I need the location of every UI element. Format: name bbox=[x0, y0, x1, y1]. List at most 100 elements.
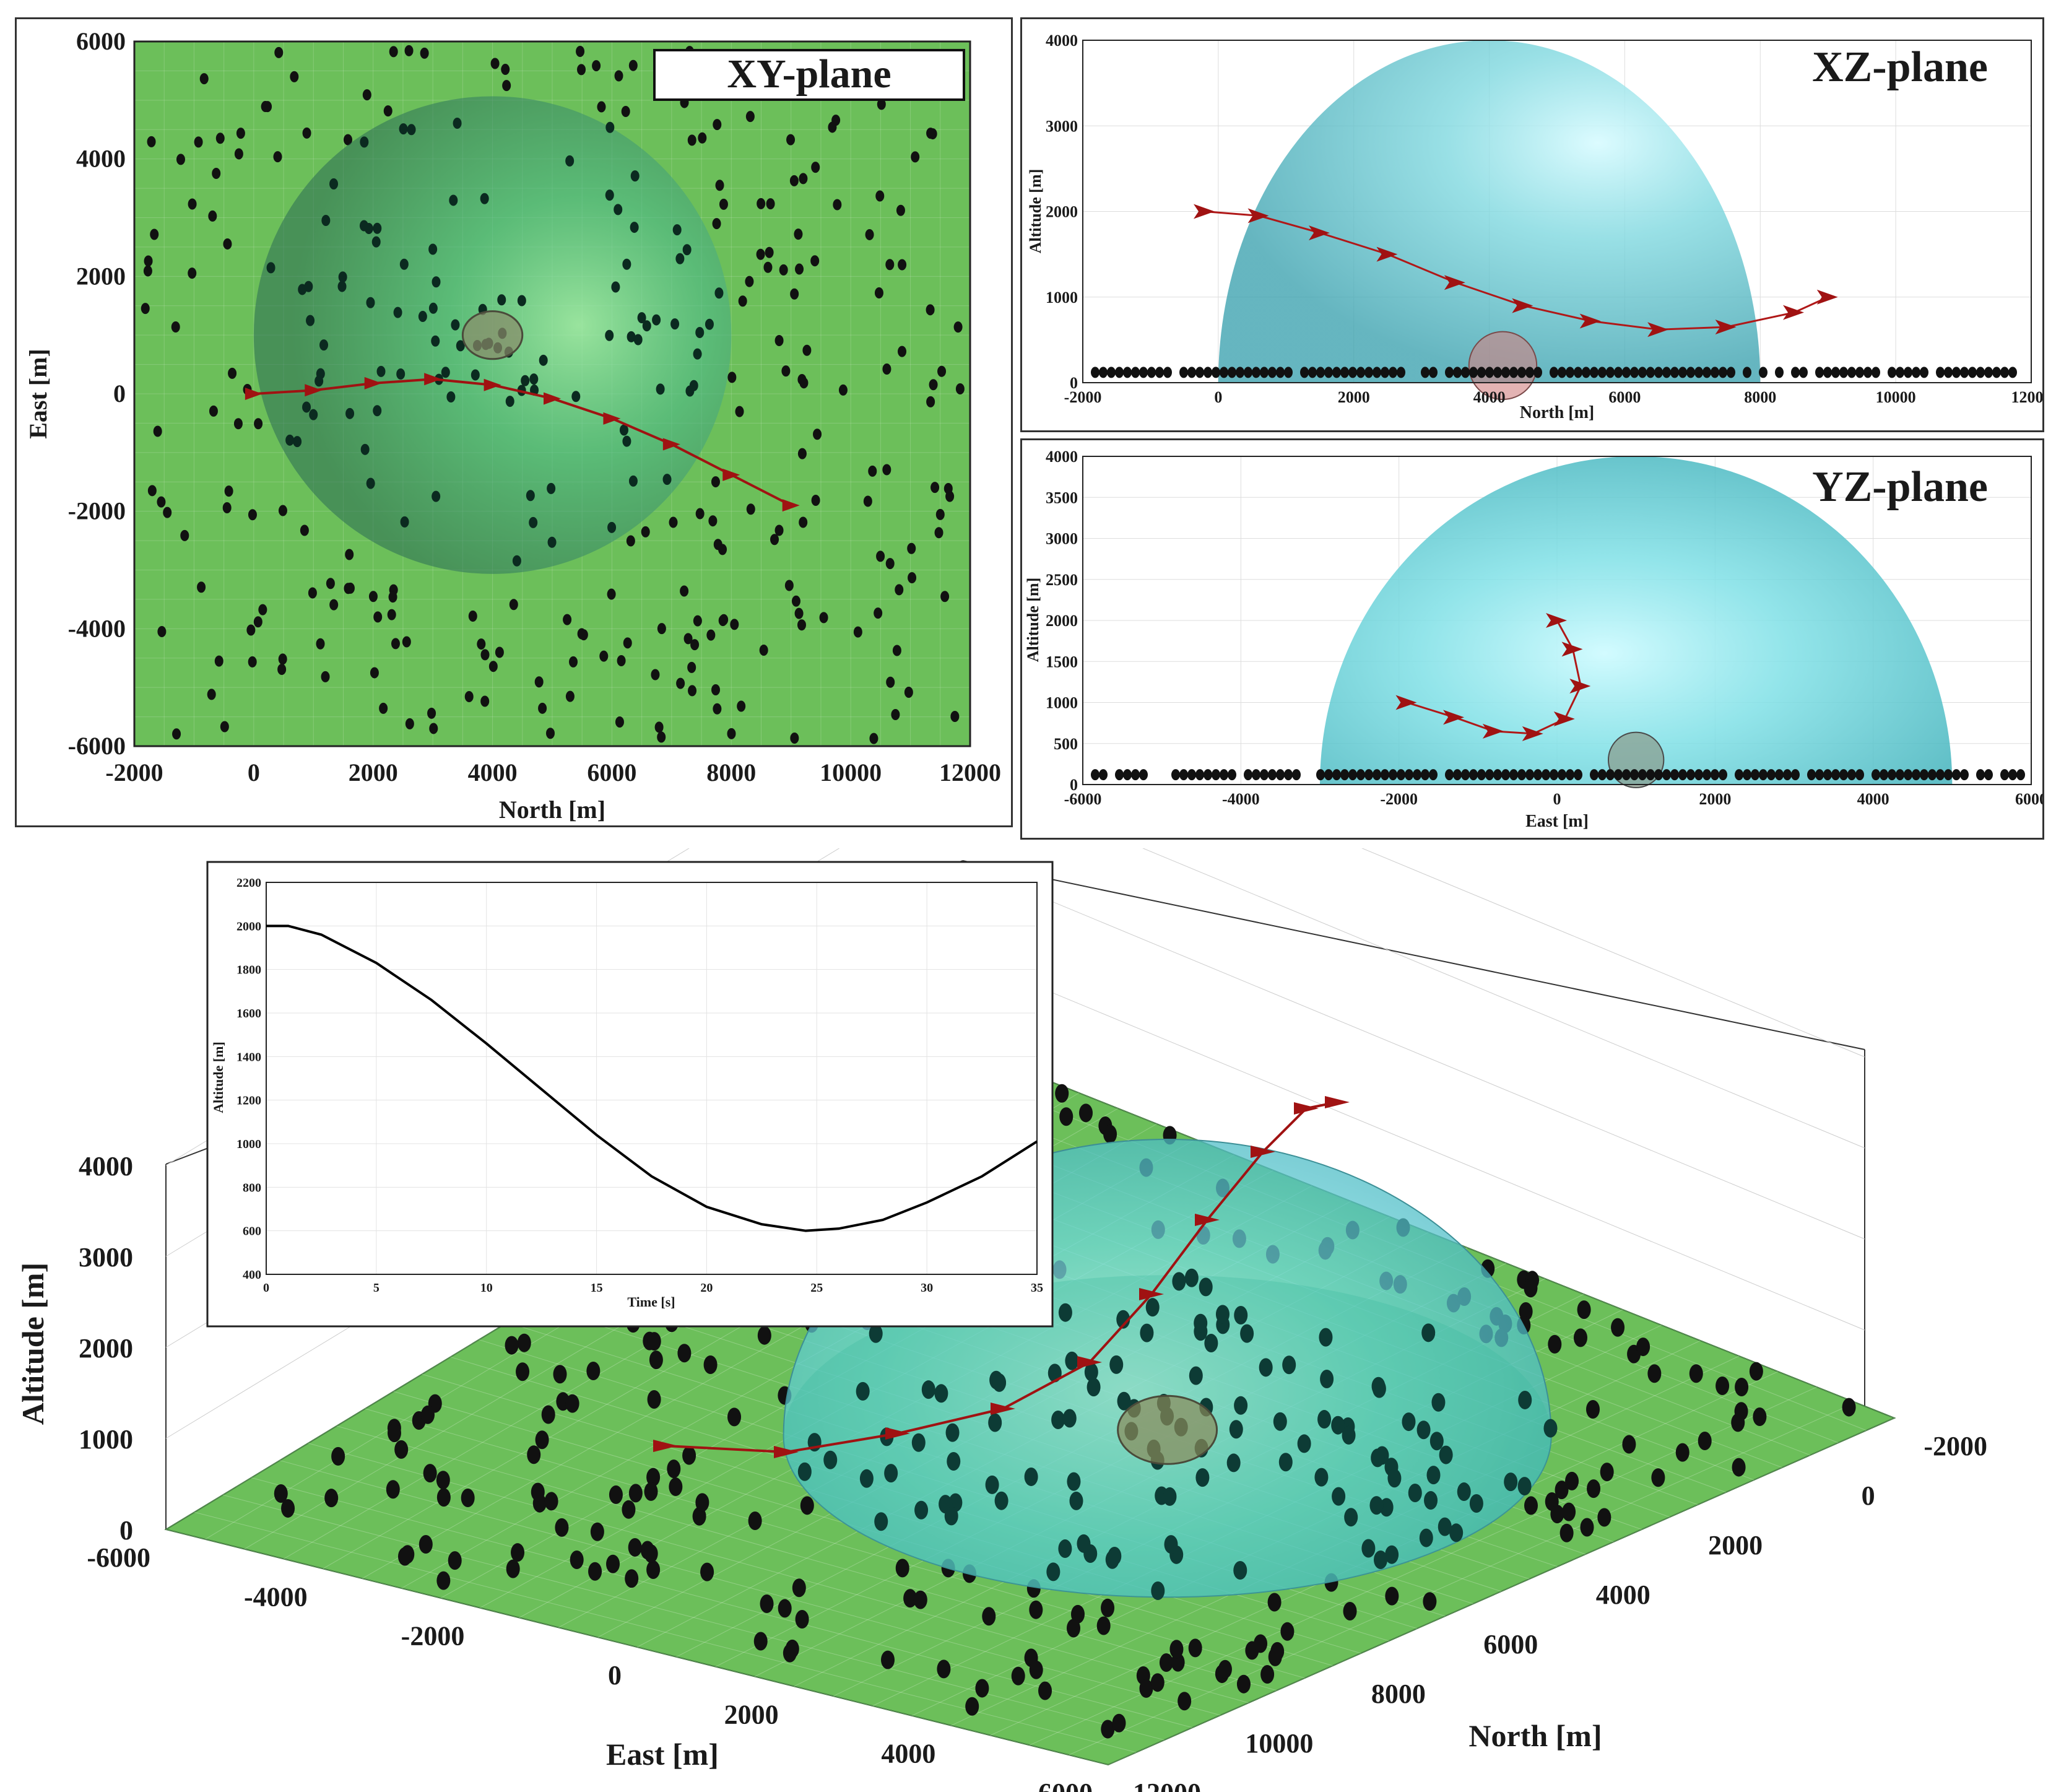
tree-marker bbox=[278, 653, 287, 665]
tree-marker bbox=[1416, 1420, 1431, 1440]
tree-marker bbox=[911, 151, 920, 163]
tree-marker bbox=[934, 1384, 948, 1403]
tree-marker bbox=[623, 637, 632, 649]
tree-marker bbox=[770, 534, 779, 546]
tree-marker bbox=[1872, 367, 1880, 378]
tree-marker bbox=[695, 508, 705, 520]
trajectory-marker bbox=[364, 376, 382, 389]
three-d-target bbox=[1117, 1394, 1218, 1465]
tree-marker bbox=[1759, 769, 1768, 781]
tree-marker bbox=[727, 372, 737, 383]
tree-marker bbox=[1228, 769, 1236, 781]
tree-marker bbox=[547, 536, 557, 548]
tree-marker bbox=[1839, 769, 1848, 781]
tree-marker bbox=[1297, 1434, 1311, 1453]
tree-marker bbox=[212, 167, 221, 179]
tree-marker bbox=[565, 155, 575, 167]
tree-marker bbox=[1759, 367, 1768, 378]
tree-marker bbox=[675, 253, 685, 264]
tree-marker bbox=[652, 314, 661, 326]
tree-marker bbox=[1195, 367, 1204, 378]
tree-marker bbox=[795, 263, 804, 275]
tree-marker bbox=[1369, 1496, 1384, 1515]
tree-marker bbox=[792, 1578, 806, 1598]
tree-marker bbox=[1888, 367, 1896, 378]
tree-marker bbox=[388, 1424, 402, 1443]
tree-marker bbox=[526, 490, 535, 502]
tree-marker bbox=[388, 591, 397, 603]
inset-y-tick-label: 800 bbox=[243, 1181, 261, 1194]
tree-marker bbox=[362, 89, 371, 101]
inset-y-tick-label: 1600 bbox=[236, 1007, 261, 1020]
tree-marker bbox=[1485, 769, 1494, 781]
tree-marker bbox=[1485, 367, 1494, 378]
tree-marker bbox=[1385, 1586, 1399, 1606]
tree-marker bbox=[253, 616, 262, 628]
tree-marker bbox=[876, 550, 885, 562]
tree-marker bbox=[180, 529, 189, 541]
tree-marker bbox=[1831, 769, 1840, 781]
x-tick-label: 8000 bbox=[1744, 388, 1776, 406]
tree-marker bbox=[911, 1433, 926, 1452]
tree-marker bbox=[293, 436, 302, 448]
tree-marker bbox=[1361, 1539, 1376, 1558]
tree-marker bbox=[705, 318, 714, 330]
trajectory-marker bbox=[782, 499, 800, 512]
tree-marker bbox=[654, 721, 664, 733]
tree-marker bbox=[1101, 1720, 1115, 1739]
tree-marker bbox=[1555, 1481, 1569, 1500]
inset-x-tick-label: 30 bbox=[921, 1281, 933, 1295]
tree-marker bbox=[1438, 1517, 1452, 1536]
tree-marker bbox=[1453, 367, 1462, 378]
yz-x-ticks: -6000 -4000 -2000 0 2000 4000 6000 bbox=[1064, 790, 2042, 808]
tree-marker bbox=[1117, 1391, 1131, 1411]
east-tick-label: -4000 bbox=[244, 1581, 308, 1612]
tree-marker bbox=[1278, 1453, 1293, 1472]
tree-marker bbox=[1662, 367, 1671, 378]
tree-marker bbox=[1342, 1425, 1356, 1445]
trajectory-marker bbox=[1294, 1102, 1319, 1115]
tree-marker bbox=[1735, 1378, 1749, 1397]
tree-marker bbox=[565, 690, 575, 702]
tree-marker bbox=[456, 340, 465, 352]
tree-marker bbox=[324, 1489, 339, 1508]
y-tick-label: 4000 bbox=[1046, 32, 1078, 50]
trajectory-marker bbox=[1376, 246, 1398, 262]
tree-marker bbox=[669, 516, 678, 528]
tree-marker bbox=[304, 281, 313, 292]
tree-marker bbox=[1131, 769, 1140, 781]
tree-marker bbox=[488, 661, 498, 672]
tree-marker bbox=[1260, 769, 1269, 781]
three-d-panel: 4000 3000 2000 1000 0 -6000 -4000 -2000 0 2000 40… bbox=[0, 848, 2056, 1792]
tree-marker bbox=[1872, 769, 1880, 781]
tree-marker bbox=[404, 45, 414, 56]
three-d-east-ticks: -6000 -4000 -2000 0 2000 4000 6000 bbox=[87, 1542, 1093, 1792]
tree-marker bbox=[1559, 1523, 1574, 1542]
tree-marker bbox=[719, 614, 729, 625]
tree-marker bbox=[1252, 769, 1260, 781]
tree-marker bbox=[197, 581, 206, 593]
tree-marker bbox=[1169, 1640, 1184, 1659]
tree-marker bbox=[1103, 1124, 1117, 1144]
tree-marker bbox=[446, 391, 456, 403]
tree-marker bbox=[921, 1380, 935, 1399]
tree-marker bbox=[527, 1445, 541, 1464]
tree-marker bbox=[1670, 769, 1679, 781]
tree-marker bbox=[886, 676, 895, 688]
tree-marker bbox=[234, 148, 243, 160]
tree-marker bbox=[1469, 1494, 1483, 1513]
trajectory-marker bbox=[1444, 275, 1465, 290]
three-d-north-ticks: -2000 0 2000 4000 6000 8000 10000 12000 bbox=[1133, 1431, 1987, 1792]
tree-marker bbox=[926, 128, 935, 139]
tree-marker bbox=[779, 264, 788, 276]
tree-marker bbox=[163, 507, 172, 518]
tree-marker bbox=[713, 119, 722, 131]
tree-marker bbox=[143, 265, 152, 277]
x-tick-label: 6000 bbox=[2015, 790, 2042, 808]
tree-marker bbox=[1195, 1468, 1210, 1487]
tree-marker bbox=[1155, 367, 1164, 378]
tree-marker bbox=[633, 334, 643, 346]
tree-marker bbox=[647, 1332, 661, 1351]
tree-marker bbox=[628, 1538, 642, 1557]
tree-marker bbox=[869, 1324, 883, 1343]
